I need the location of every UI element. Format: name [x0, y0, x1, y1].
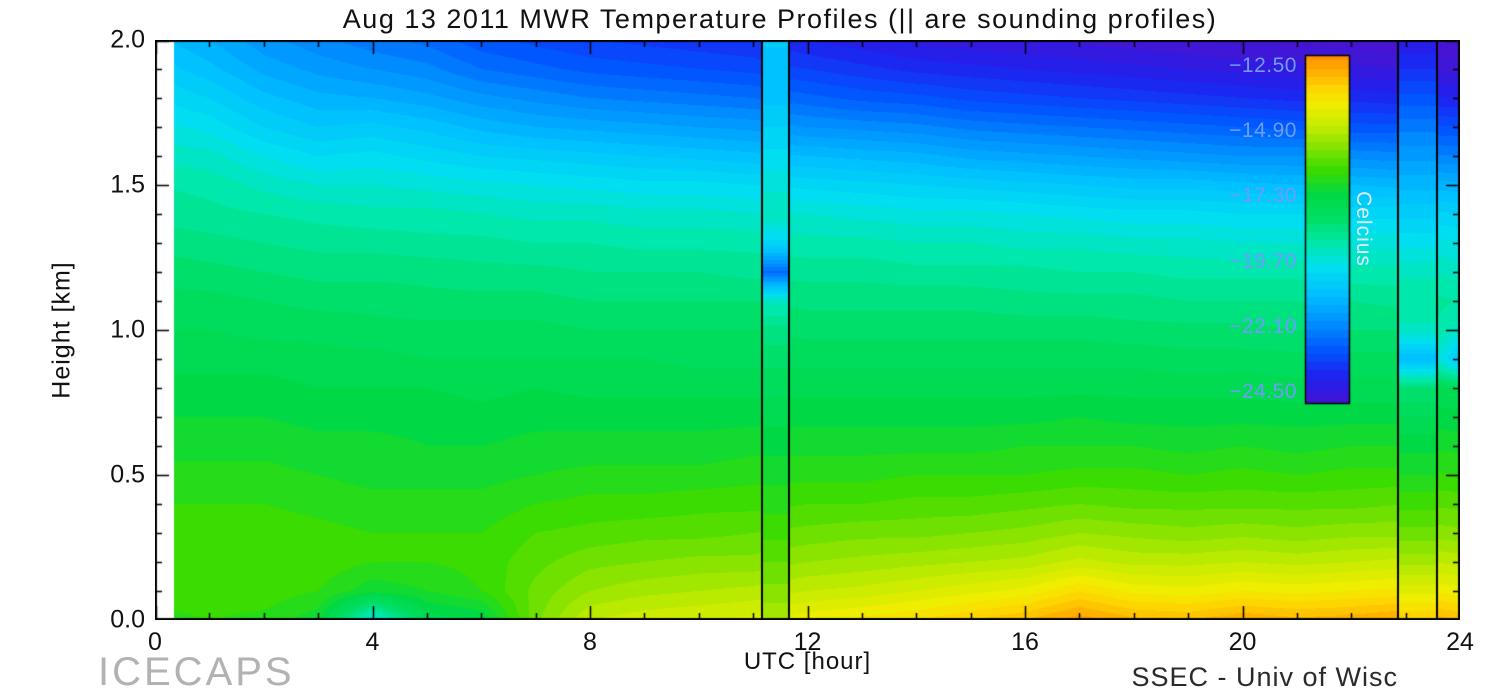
x-tick-label: 16: [1011, 628, 1039, 656]
colorbar-tick-label: −22.10: [1229, 314, 1297, 338]
footer-project-logo: ICECAPS: [98, 650, 295, 694]
colorbar-tick-label: −12.50: [1229, 53, 1297, 77]
y-tick-label: 2.0: [110, 25, 145, 54]
colorbar-label: Celcius: [1352, 191, 1375, 267]
colorbar-tick-label: −14.90: [1229, 119, 1297, 143]
y-axis-label: Height [km]: [47, 261, 76, 399]
y-tick-label: 0.5: [110, 460, 145, 489]
x-tick-label: 24: [1446, 628, 1474, 656]
colorbar-tick-label: −24.50: [1229, 380, 1297, 404]
x-tick-label: 0: [148, 628, 162, 656]
x-tick-label: 4: [365, 628, 380, 656]
y-tick-label: 1.5: [110, 170, 145, 199]
chart-title: Aug 13 2011 MWR Temperature Profiles (||…: [342, 4, 1218, 34]
y-tick-label: 1.0: [110, 315, 145, 344]
x-axis-label: UTC [hour]: [743, 648, 872, 675]
colorbar-tick-label: −19.70: [1229, 249, 1297, 273]
footer-credit: SSEC - Univ of Wisc: [1131, 662, 1398, 692]
x-tick-label: 12: [793, 628, 822, 656]
x-tick-label: 20: [1228, 628, 1257, 656]
x-tick-label: 8: [583, 628, 597, 656]
temperature-heatmap-canvas: [155, 40, 1460, 620]
y-tick-label: 0.0: [110, 605, 145, 634]
colorbar-tick-label: −17.30: [1229, 184, 1297, 208]
